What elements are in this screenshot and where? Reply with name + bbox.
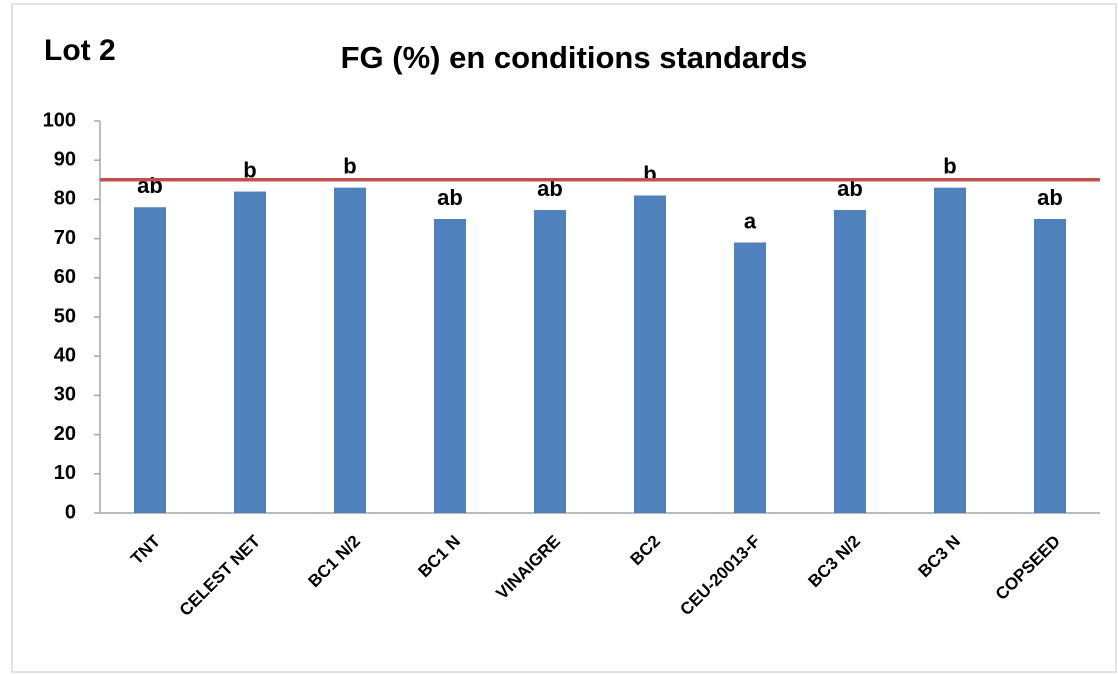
bar-annotation: b (343, 153, 356, 178)
y-tick-label: 10 (54, 462, 76, 484)
bar (134, 207, 166, 514)
bar (834, 209, 866, 513)
y-tick-label: 30 (54, 384, 76, 406)
y-tick-label: 20 (54, 423, 76, 445)
bar-annotation: ab (137, 173, 163, 198)
bar (434, 219, 466, 513)
bar (1034, 219, 1066, 513)
bar (534, 209, 566, 513)
bar-annotation: ab (1037, 185, 1063, 210)
bar-annotation: ab (437, 185, 463, 210)
bar-annotation: b (643, 161, 656, 186)
bar (634, 195, 666, 514)
y-tick-label: 80 (54, 188, 76, 210)
y-tick-label: 60 (54, 266, 76, 288)
y-tick-label: 90 (54, 148, 76, 170)
chart-subtitle: Lot 2 (44, 34, 116, 67)
bar-annotation: a (744, 208, 757, 233)
bar-annotation: b (243, 157, 256, 182)
y-tick-label: 50 (54, 305, 76, 327)
bar (234, 191, 266, 513)
y-tick-label: 100 (43, 109, 76, 131)
bar (334, 187, 366, 513)
bar (734, 242, 766, 513)
y-tick-label: 0 (65, 501, 76, 523)
chart-title: FG (%) en conditions standards (341, 40, 808, 75)
bar (934, 187, 966, 513)
bar-annotation: b (943, 153, 956, 178)
y-tick-label: 70 (54, 227, 76, 249)
y-tick-label: 40 (54, 344, 76, 366)
